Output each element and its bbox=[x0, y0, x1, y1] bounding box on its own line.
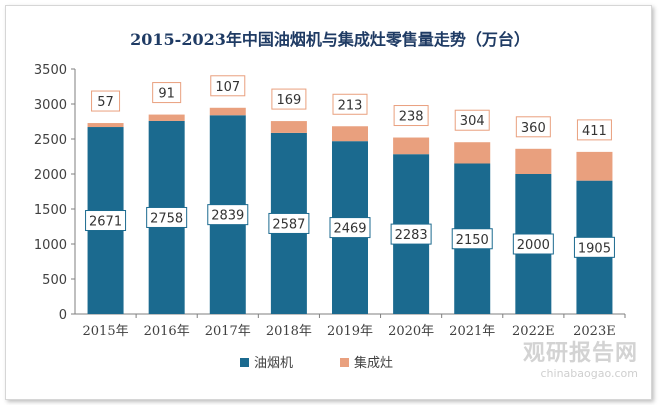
data-label: 2758 bbox=[150, 211, 183, 226]
y-tick-label: 2500 bbox=[34, 133, 67, 148]
data-label-box bbox=[146, 206, 188, 228]
data-label: 2283 bbox=[395, 228, 428, 243]
data-label: 411 bbox=[582, 124, 607, 139]
data-label: 304 bbox=[460, 114, 485, 129]
x-tick-label: 2020年 bbox=[388, 324, 434, 339]
bar-jichengzao bbox=[454, 142, 491, 164]
x-tick-label: 2015年 bbox=[83, 324, 129, 339]
data-label-box bbox=[332, 93, 368, 115]
x-tick-label: 2022E bbox=[512, 324, 555, 339]
data-label-box bbox=[85, 210, 127, 232]
legend-swatch bbox=[240, 358, 249, 367]
data-label: 169 bbox=[276, 93, 301, 108]
watermark: 观研报告网 chinabaogao.com bbox=[488, 335, 638, 380]
bar-jichengzao bbox=[332, 126, 368, 142]
data-label-box bbox=[573, 236, 615, 258]
data-label-box bbox=[390, 223, 432, 245]
bar-jichengzao bbox=[148, 114, 185, 121]
data-label-box bbox=[515, 116, 551, 138]
x-tick-label: 2017年 bbox=[205, 324, 251, 339]
x-tick-label: 2016年 bbox=[144, 324, 190, 339]
y-tick-label: 3500 bbox=[34, 63, 67, 78]
bar-jichengzao bbox=[270, 121, 307, 133]
bar-jichengzao bbox=[393, 137, 430, 155]
watermark-url: chinabaogao.com bbox=[540, 367, 639, 380]
data-label-box bbox=[271, 88, 307, 110]
bar-jichengzao bbox=[515, 148, 552, 174]
y-tick-label: 1500 bbox=[34, 203, 67, 218]
data-label: 2000 bbox=[517, 238, 550, 253]
data-label-box bbox=[152, 82, 182, 104]
data-label-box bbox=[329, 217, 371, 239]
data-label-box bbox=[268, 212, 310, 234]
data-label-box bbox=[91, 90, 121, 112]
y-tick-label: 500 bbox=[42, 273, 67, 288]
x-tick-label: 2018年 bbox=[266, 324, 312, 339]
y-tick-label: 1000 bbox=[34, 238, 67, 253]
legend-swatch bbox=[340, 358, 349, 367]
legend-label: 油烟机 bbox=[254, 356, 293, 371]
data-label-box bbox=[210, 75, 246, 97]
data-label: 360 bbox=[521, 121, 546, 136]
data-label: 107 bbox=[215, 80, 240, 95]
bar-jichengzao bbox=[209, 107, 246, 116]
data-label: 213 bbox=[338, 98, 363, 113]
data-label: 2587 bbox=[272, 217, 305, 232]
data-label: 91 bbox=[158, 87, 175, 102]
data-label: 238 bbox=[399, 110, 424, 125]
legend-label: 集成灶 bbox=[354, 355, 393, 371]
watermark-brand: 观研报告网 bbox=[522, 341, 638, 366]
y-tick-label: 0 bbox=[59, 308, 67, 323]
x-tick-label: 2021年 bbox=[449, 324, 495, 339]
x-tick-label: 2019年 bbox=[327, 324, 373, 339]
data-label-box bbox=[451, 228, 493, 250]
data-label: 2150 bbox=[456, 233, 489, 248]
y-tick-label: 2000 bbox=[34, 168, 67, 183]
bar-jichengzao bbox=[87, 123, 124, 128]
data-label-box bbox=[207, 204, 249, 226]
data-label-box bbox=[393, 105, 429, 127]
data-label-box bbox=[576, 119, 612, 141]
chart-title: 2015-2023年中国油烟机与集成灶零售量走势（万台） bbox=[130, 30, 530, 49]
y-tick-label: 3000 bbox=[34, 98, 67, 113]
data-label-box bbox=[454, 109, 490, 131]
data-label: 2469 bbox=[333, 222, 366, 237]
data-label: 57 bbox=[97, 95, 114, 110]
data-label-box bbox=[512, 233, 554, 255]
data-label: 2671 bbox=[89, 215, 122, 230]
data-label: 1905 bbox=[578, 241, 611, 256]
bar-jichengzao bbox=[576, 151, 613, 181]
data-label: 2839 bbox=[211, 209, 244, 224]
x-tick-label: 2023E bbox=[573, 324, 616, 339]
